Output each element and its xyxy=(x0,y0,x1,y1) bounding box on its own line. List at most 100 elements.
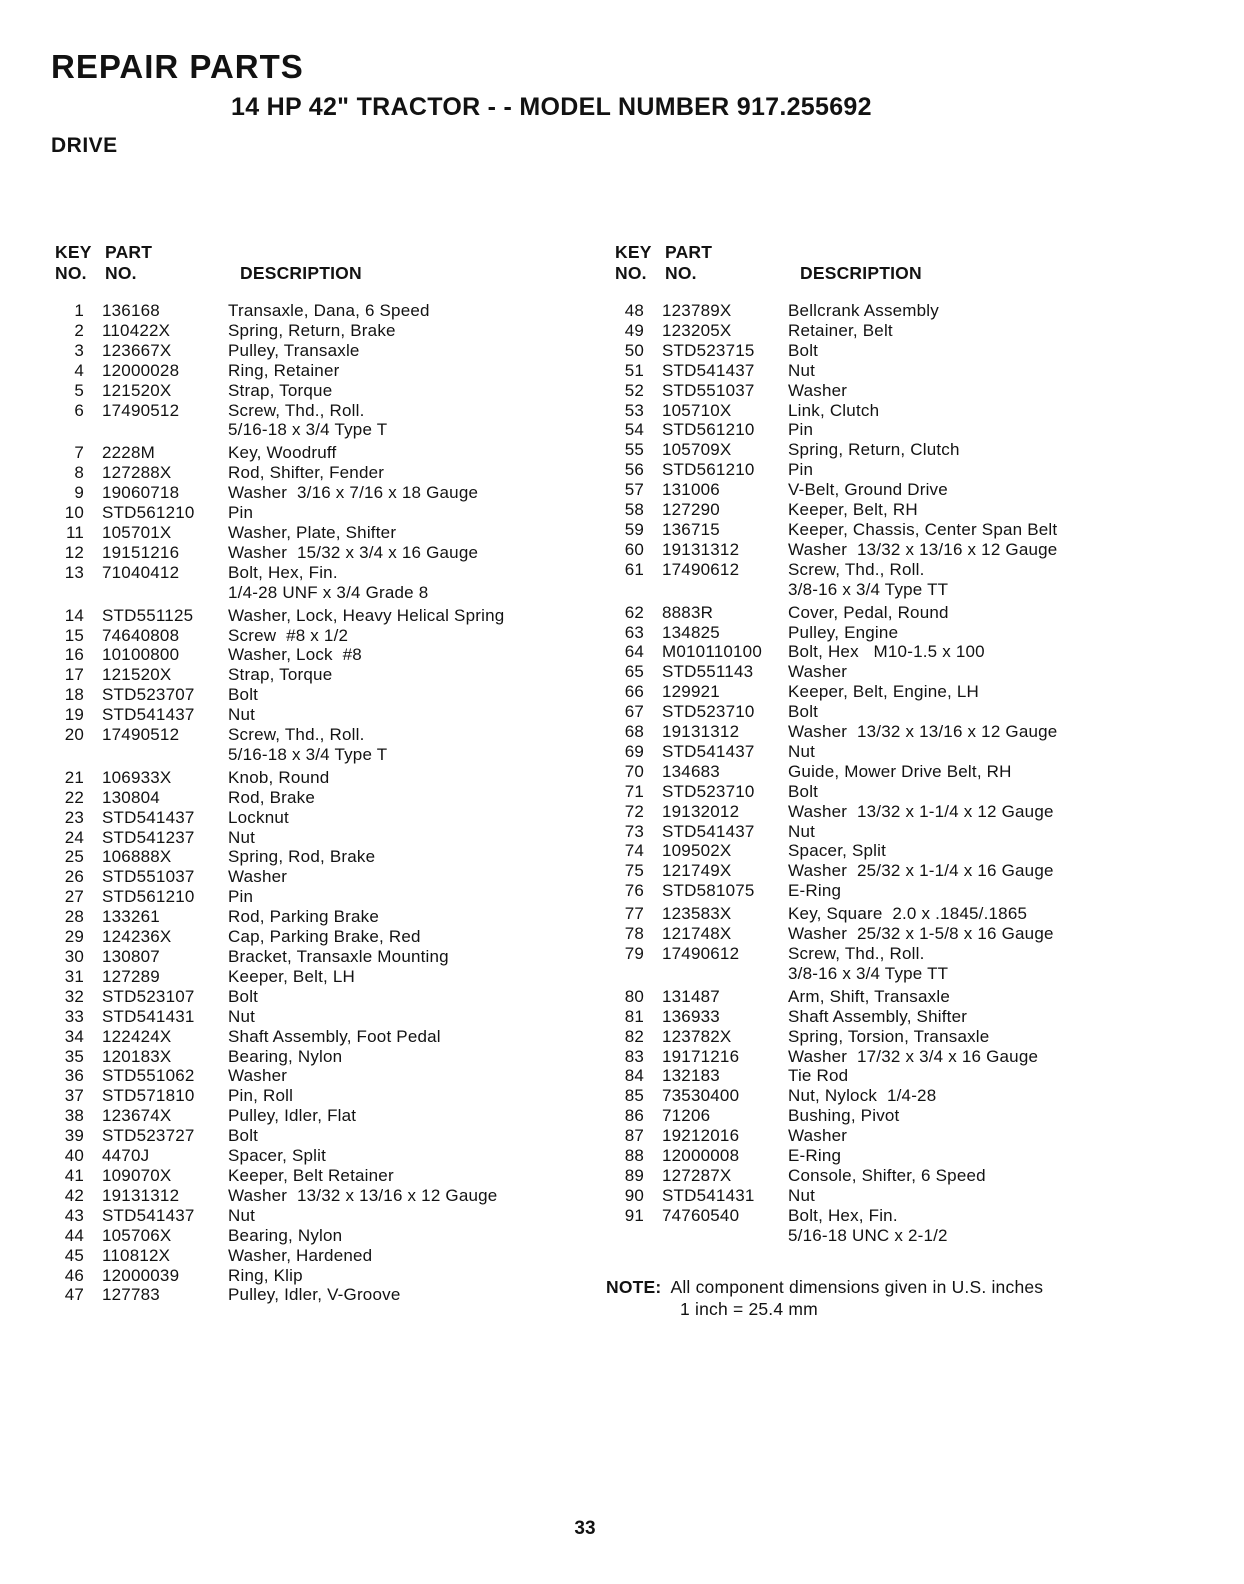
part-number: 120183X xyxy=(102,1046,172,1066)
key-number: 63 xyxy=(624,622,644,642)
part-description: Spring, Return, Brake xyxy=(228,320,396,340)
key-number: 71 xyxy=(624,781,644,801)
part-row: 79 17490612 Screw, Thd., Roll. 3/8-16 x 3/4… xyxy=(615,944,1240,984)
part-number: 124236X xyxy=(102,927,172,947)
part-description: Locknut xyxy=(228,807,289,827)
key-number: 83 xyxy=(624,1046,644,1066)
part-row: 77 123583X Key, Square 2.0 x .1845/.1865 xyxy=(615,904,1240,924)
part-number: 130804 xyxy=(102,787,160,807)
key-number: 56 xyxy=(624,460,644,480)
part-row: 25 106888X Spring, Rod, Brake xyxy=(55,847,630,867)
part-row: 39 STD523727 Bolt xyxy=(55,1126,630,1146)
key-number: 5 xyxy=(74,380,84,400)
part-description: Guide, Mower Drive Belt, RH xyxy=(788,761,1012,781)
part-description: Spacer, Split xyxy=(228,1146,327,1166)
part-number: 110812X xyxy=(102,1245,171,1265)
key-number: 27 xyxy=(64,887,84,907)
part-description: Nut xyxy=(788,741,816,761)
part-row: 78 121748X Washer 25/32 x 1-5/8 x 16 Gauge xyxy=(615,924,1240,944)
key-number: 51 xyxy=(624,360,644,380)
header-key: KEY xyxy=(55,242,92,262)
part-description: Washer 25/32 x 1-5/8 x 16 Gauge xyxy=(788,924,1054,944)
part-number: 73530400 xyxy=(662,1086,740,1106)
header-part: PART xyxy=(105,242,153,262)
part-number: 123583X xyxy=(662,904,732,924)
part-description: Washer, Hardened xyxy=(228,1245,373,1265)
part-number: STD551062 xyxy=(102,1066,195,1086)
key-number: 4 xyxy=(74,360,84,380)
part-number: STD523727 xyxy=(102,1126,195,1146)
part-description: Shaft Assembly, Foot Pedal xyxy=(228,1026,441,1046)
part-number: 106933X xyxy=(102,767,172,787)
key-number: 22 xyxy=(64,787,84,807)
part-number: STD541437 xyxy=(102,705,195,725)
part-number: 132183 xyxy=(662,1066,720,1086)
part-description: Washer 15/32 x 3/4 x 16 Gauge xyxy=(228,542,479,562)
part-description: Washer 13/32 x 1-1/4 x 12 Gauge xyxy=(788,801,1054,821)
key-number: 29 xyxy=(64,927,84,947)
dimensions-note: NOTE: All component dimensions given in U… xyxy=(606,1276,1186,1320)
part-number: STD541437 xyxy=(102,1205,195,1225)
part-description: Arm, Shift, Transaxle xyxy=(788,986,950,1006)
part-number: 121749X xyxy=(662,861,732,881)
part-description: Ring, Klip xyxy=(228,1265,303,1285)
part-number: 19132012 xyxy=(662,801,740,821)
part-description: E-Ring xyxy=(788,881,842,901)
part-number: 71206 xyxy=(662,1106,711,1126)
part-row: 67 STD523710 Bolt xyxy=(615,702,1240,722)
part-number: STD541437 xyxy=(662,741,755,761)
part-row: 23 STD541437 Locknut xyxy=(55,808,630,828)
key-number: 76 xyxy=(624,881,644,901)
part-number: 121748X xyxy=(662,924,732,944)
part-number: 17490512 xyxy=(102,725,180,745)
part-description: Keeper, Belt, Engine, LH xyxy=(788,682,979,702)
part-row: 44 105706X Bearing, Nylon xyxy=(55,1226,630,1246)
part-row: 10 STD561210 Pin xyxy=(55,503,630,523)
part-description: Keeper, Belt, RH xyxy=(788,500,918,520)
key-number: 48 xyxy=(624,301,644,320)
key-number: 42 xyxy=(64,1185,84,1205)
part-number: 129921 xyxy=(662,682,720,702)
part-number: STD551125 xyxy=(102,605,194,625)
part-row: 24 STD541237 Nut xyxy=(55,828,630,848)
key-number: 64 xyxy=(624,642,644,662)
part-description: Nut xyxy=(788,821,816,841)
part-description: Nut xyxy=(228,705,256,725)
part-description: Bolt xyxy=(788,702,819,722)
part-number: STD571810 xyxy=(102,1086,195,1106)
part-row: 18 STD523707 Bolt xyxy=(55,685,630,705)
part-number: 17490512 xyxy=(102,400,180,420)
part-number: 127289 xyxy=(102,966,160,986)
part-number: 131487 xyxy=(662,986,720,1006)
part-description: Spacer, Split xyxy=(788,841,887,861)
part-number: STD561210 xyxy=(662,460,755,480)
part-row: 51 STD541437 Nut xyxy=(615,361,1240,381)
key-number: 91 xyxy=(624,1205,644,1225)
key-number: 38 xyxy=(64,1106,84,1126)
part-description: Link, Clutch xyxy=(788,400,880,420)
part-row: 46 12000039 Ring, Klip xyxy=(55,1266,630,1286)
part-number: STD523707 xyxy=(102,685,195,705)
part-row: 43 STD541437 Nut xyxy=(55,1206,630,1226)
part-description: Bolt xyxy=(788,781,819,801)
part-number: STD541437 xyxy=(102,807,195,827)
part-number: 106888X xyxy=(102,847,172,867)
part-description: Keeper, Belt Retainer xyxy=(228,1165,394,1185)
key-number: 43 xyxy=(64,1205,84,1225)
part-number: 127288X xyxy=(102,463,172,483)
key-number: 30 xyxy=(64,947,84,966)
header-description: DESCRIPTION xyxy=(800,263,922,283)
part-number: 130807 xyxy=(102,947,160,966)
part-number: 134683 xyxy=(662,761,720,781)
part-number: STD523710 xyxy=(662,781,755,801)
key-number: 21 xyxy=(64,767,84,787)
part-row: 15 74640808 Screw #8 x 1/2 xyxy=(55,626,630,646)
part-row: 37 STD571810 Pin, Roll xyxy=(55,1086,630,1106)
part-row: 26 STD551037 Washer xyxy=(55,867,630,887)
key-number: 88 xyxy=(624,1146,644,1166)
key-number: 13 xyxy=(64,562,84,582)
part-number: STD581075 xyxy=(662,881,755,901)
part-description: Bolt xyxy=(228,1126,259,1146)
part-description: Rod, Brake xyxy=(228,787,316,807)
part-description: Washer 13/32 x 13/16 x 12 Gauge xyxy=(788,722,1058,742)
